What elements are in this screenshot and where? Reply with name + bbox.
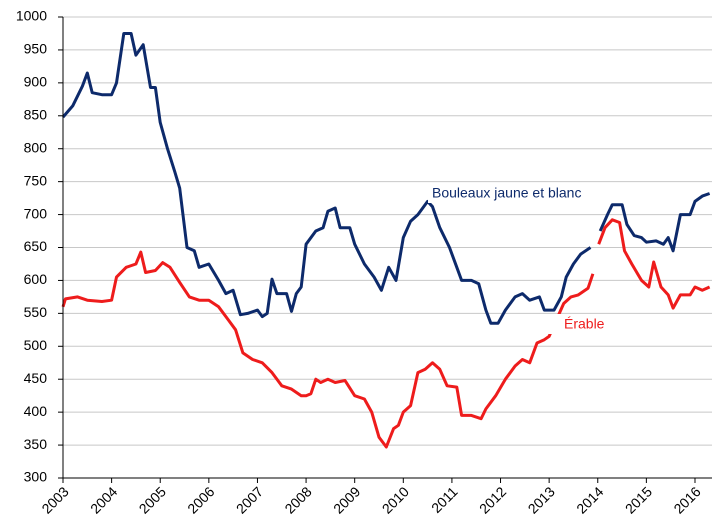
series-line [61, 218, 711, 449]
annotation-bg [520, 314, 610, 334]
y-tick-label: 550 [24, 304, 48, 320]
annotation: Érable [564, 316, 605, 332]
series-line [61, 32, 711, 325]
x-tick-label: 2011 [428, 483, 461, 516]
y-tick-label: 1000 [16, 8, 47, 24]
x-tick-label: 2007 [233, 483, 266, 516]
y-tick-label: 500 [24, 337, 48, 353]
y-tick-label: 450 [24, 370, 48, 386]
grid [63, 16, 712, 479]
y-tick-label: 650 [24, 238, 48, 254]
y-tick-label: 300 [24, 469, 48, 485]
x-tick-label: 2009 [330, 483, 363, 516]
x-tick-label: 2014 [573, 483, 606, 516]
x-tick-label: 2008 [281, 483, 314, 516]
x-tick-label: 2006 [184, 483, 217, 516]
x-tick-label: 2013 [525, 483, 558, 516]
annotation-bg [428, 183, 658, 203]
x-tick-label: 2005 [136, 483, 169, 516]
y-tick-label: 900 [24, 74, 48, 90]
y-tick-label: 800 [24, 139, 48, 155]
y-tick-label: 850 [24, 106, 48, 122]
x-tick-label: 2003 [38, 483, 71, 516]
x-tick-label: 2004 [87, 483, 120, 516]
lines [61, 32, 711, 449]
x-tick-label: 2015 [622, 483, 655, 516]
y-tick-label: 350 [24, 436, 48, 452]
x-tick-label: 2012 [476, 483, 509, 516]
y-tick-label: 700 [24, 205, 48, 221]
y-tick-label: 400 [24, 403, 48, 419]
x-tick-label: 2016 [670, 483, 703, 516]
y-tick-label: 750 [24, 172, 48, 188]
x-tick-label: 2010 [379, 483, 412, 516]
y-tick-label: 950 [24, 41, 48, 57]
annotation: Bouleaux jaune et blanc [432, 185, 581, 201]
y-tick-label: 600 [24, 271, 48, 287]
